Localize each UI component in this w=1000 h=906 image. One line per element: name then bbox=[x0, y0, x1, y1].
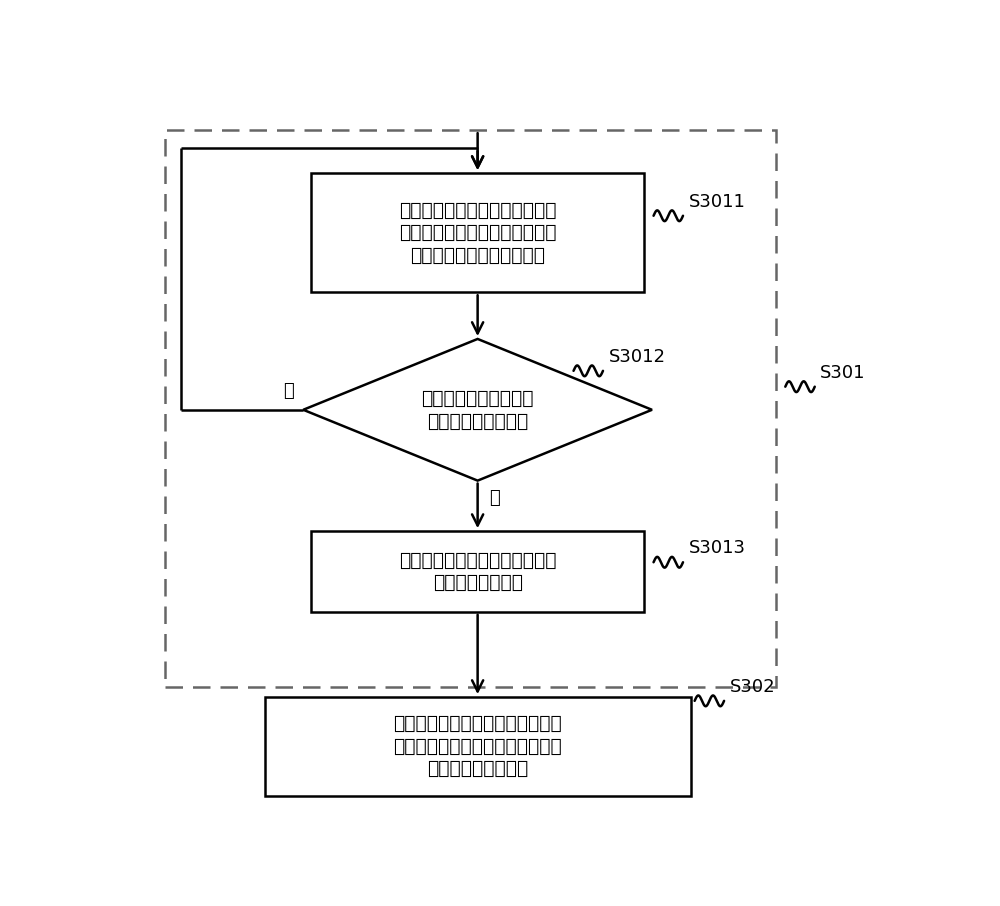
FancyBboxPatch shape bbox=[311, 173, 644, 293]
Text: 获得当前子井段下入口位置互相: 获得当前子井段下入口位置互相 bbox=[399, 551, 556, 570]
Text: 否: 否 bbox=[283, 381, 294, 400]
Text: S3011: S3011 bbox=[688, 193, 745, 211]
Text: 到下入口的计算温度和压力: 到下入口的计算温度和压力 bbox=[410, 246, 545, 265]
Text: 度之差是否小于阈值: 度之差是否小于阈值 bbox=[427, 411, 528, 430]
Text: 是: 是 bbox=[489, 488, 500, 506]
Text: 口位置的压力和温度: 口位置的压力和温度 bbox=[427, 759, 528, 778]
Text: 度，根据压力模型和温度模型得: 度，根据压力模型和温度模型得 bbox=[399, 223, 556, 242]
Text: 设定当前子井段下入口的预设温: 设定当前子井段下入口的预设温 bbox=[399, 201, 556, 220]
Polygon shape bbox=[303, 339, 652, 480]
FancyBboxPatch shape bbox=[264, 697, 691, 795]
Text: 耦合的压力和温度: 耦合的压力和温度 bbox=[433, 573, 523, 593]
Text: S302: S302 bbox=[730, 678, 775, 696]
Text: S3012: S3012 bbox=[608, 348, 665, 366]
FancyBboxPatch shape bbox=[311, 531, 644, 612]
Text: S301: S301 bbox=[820, 364, 866, 381]
Text: S3013: S3013 bbox=[688, 539, 745, 557]
Text: 判断预设温度与计算温: 判断预设温度与计算温 bbox=[421, 389, 534, 408]
Text: 的压力和温度作为下一子井段上出: 的压力和温度作为下一子井段上出 bbox=[393, 737, 562, 756]
Text: 将当前子井段下入口位置互相耦合: 将当前子井段下入口位置互相耦合 bbox=[393, 715, 562, 733]
